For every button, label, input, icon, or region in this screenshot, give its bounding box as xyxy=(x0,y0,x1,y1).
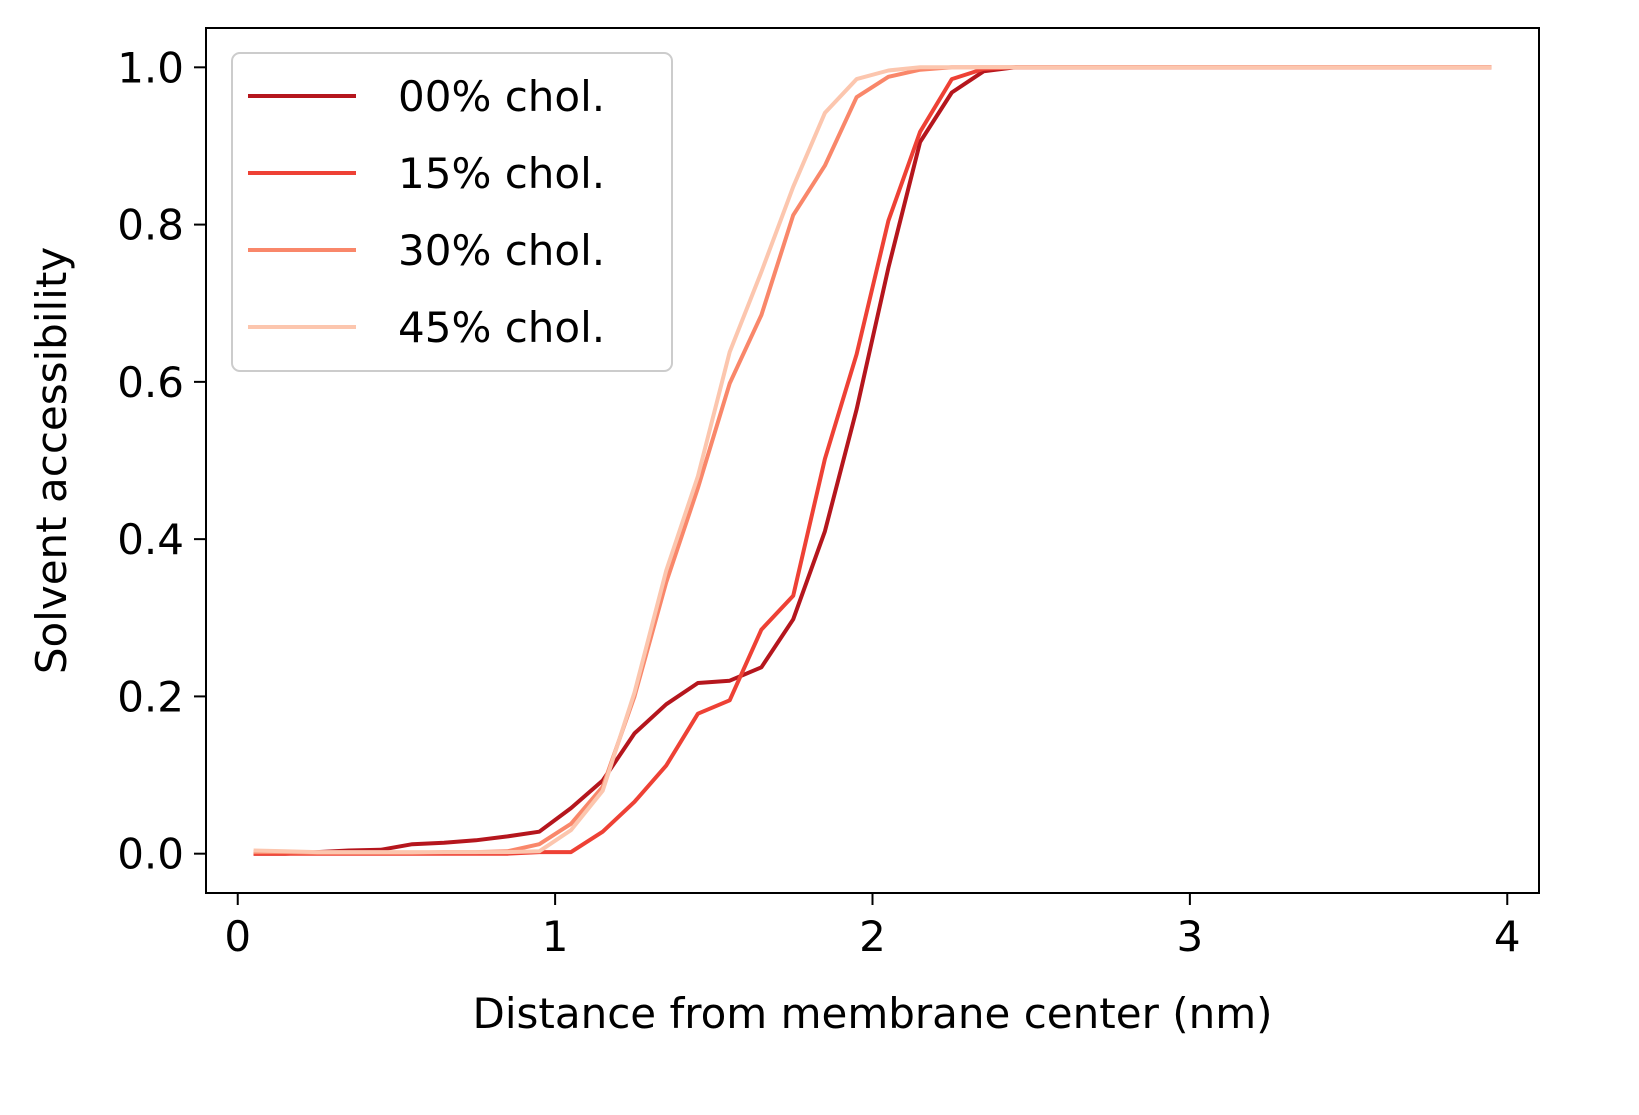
ticks-layer: 0 1 2 3 4 0.0 0.2 0.4 0.6 0.8 1.0 xyxy=(117,43,1520,961)
y-tick-label: 0.6 xyxy=(117,358,184,407)
y-tick-label: 0.0 xyxy=(117,830,184,879)
x-tick-label: 3 xyxy=(1177,912,1204,961)
x-tick-label: 0 xyxy=(224,912,251,961)
legend-label-2: 30% chol. xyxy=(398,226,605,275)
legend: 00% chol. 15% chol. 30% chol. 45% chol. xyxy=(231,52,673,372)
y-tick-label: 0.4 xyxy=(117,515,184,564)
series-layer xyxy=(253,65,1492,856)
legend-label-0: 00% chol. xyxy=(398,72,605,121)
y-tick-label: 0.8 xyxy=(117,201,184,250)
y-tick-label: 1.0 xyxy=(117,43,184,92)
series-line-3 xyxy=(253,65,1492,855)
legend-label-3: 45% chol. xyxy=(398,303,605,352)
x-axis-label: Distance from membrane center (nm) xyxy=(472,989,1272,1038)
x-tick-label: 1 xyxy=(542,912,569,961)
legend-box xyxy=(231,52,673,372)
y-axis-label: Solvent accessibility xyxy=(27,247,76,674)
y-tick-label: 0.2 xyxy=(117,672,184,721)
x-tick-label: 4 xyxy=(1494,912,1521,961)
legend-label-1: 15% chol. xyxy=(398,149,605,198)
x-tick-label: 2 xyxy=(859,912,886,961)
